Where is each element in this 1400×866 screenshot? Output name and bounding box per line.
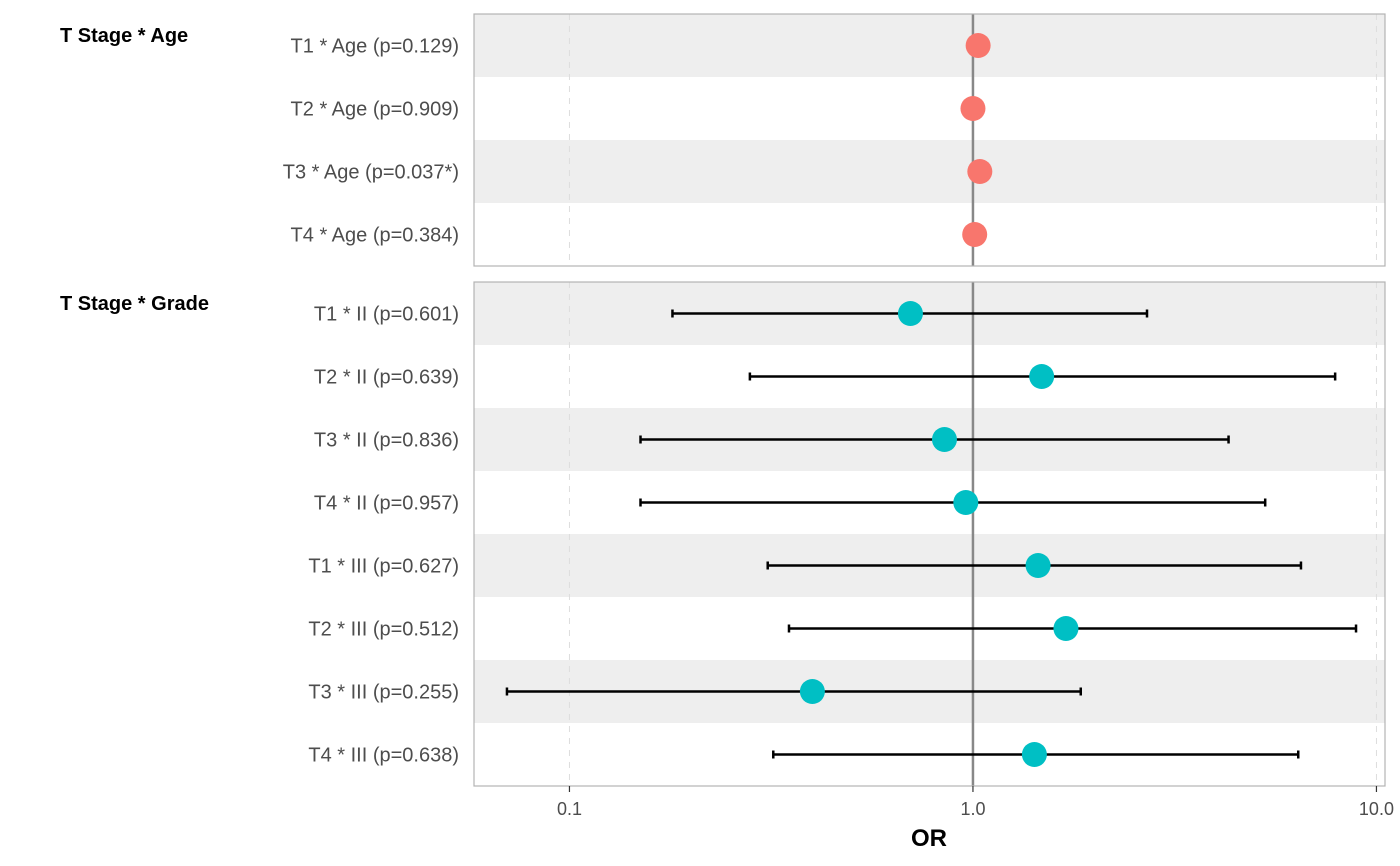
row-band xyxy=(474,140,1385,203)
or-point xyxy=(1021,742,1047,767)
or-point xyxy=(1029,364,1055,389)
or-point xyxy=(960,96,986,121)
x-tick-label: 1.0 xyxy=(960,799,985,819)
row-label: T4 * Age (p=0.384) xyxy=(291,225,459,247)
or-point xyxy=(1053,616,1079,641)
facet-panel: T Stage * Grade T1 * II (p=0.601) T2 * II … xyxy=(60,281,1386,787)
or-point xyxy=(931,427,957,452)
panel-border xyxy=(473,281,1386,787)
or-point xyxy=(799,679,825,704)
x-tick-label: 10.0 xyxy=(1359,799,1394,819)
facet-panel: T Stage * Age T1 * Age (p=0.129) T2 * Age … xyxy=(60,13,1386,267)
x-axis-title: OR xyxy=(911,825,947,852)
row-label: T2 * III (p=0.512) xyxy=(308,619,459,641)
or-point xyxy=(897,301,923,326)
row-label: T1 * III (p=0.627) xyxy=(308,556,459,578)
facet-title: T Stage * Age xyxy=(60,25,188,47)
row-label: T2 * Age (p=0.909) xyxy=(291,99,459,121)
or-point xyxy=(962,222,988,247)
panel-border xyxy=(473,13,1386,267)
or-point xyxy=(967,159,993,184)
row-label: T4 * II (p=0.957) xyxy=(314,493,459,515)
row-label: T1 * Age (p=0.129) xyxy=(291,36,459,58)
row-band xyxy=(474,14,1385,77)
or-point xyxy=(1025,553,1051,578)
x-tick-label: 0.1 xyxy=(557,799,582,819)
row-label: T4 * III (p=0.638) xyxy=(308,745,459,767)
row-label: T3 * II (p=0.836) xyxy=(314,430,459,452)
or-point xyxy=(953,490,979,515)
or-point xyxy=(965,33,991,58)
row-label: T3 * Age (p=0.037*) xyxy=(283,162,459,184)
facet-title: T Stage * Grade xyxy=(60,293,209,315)
row-label: T1 * II (p=0.601) xyxy=(314,304,459,326)
row-label: T2 * II (p=0.639) xyxy=(314,367,459,389)
row-label: T3 * III (p=0.255) xyxy=(308,682,459,704)
